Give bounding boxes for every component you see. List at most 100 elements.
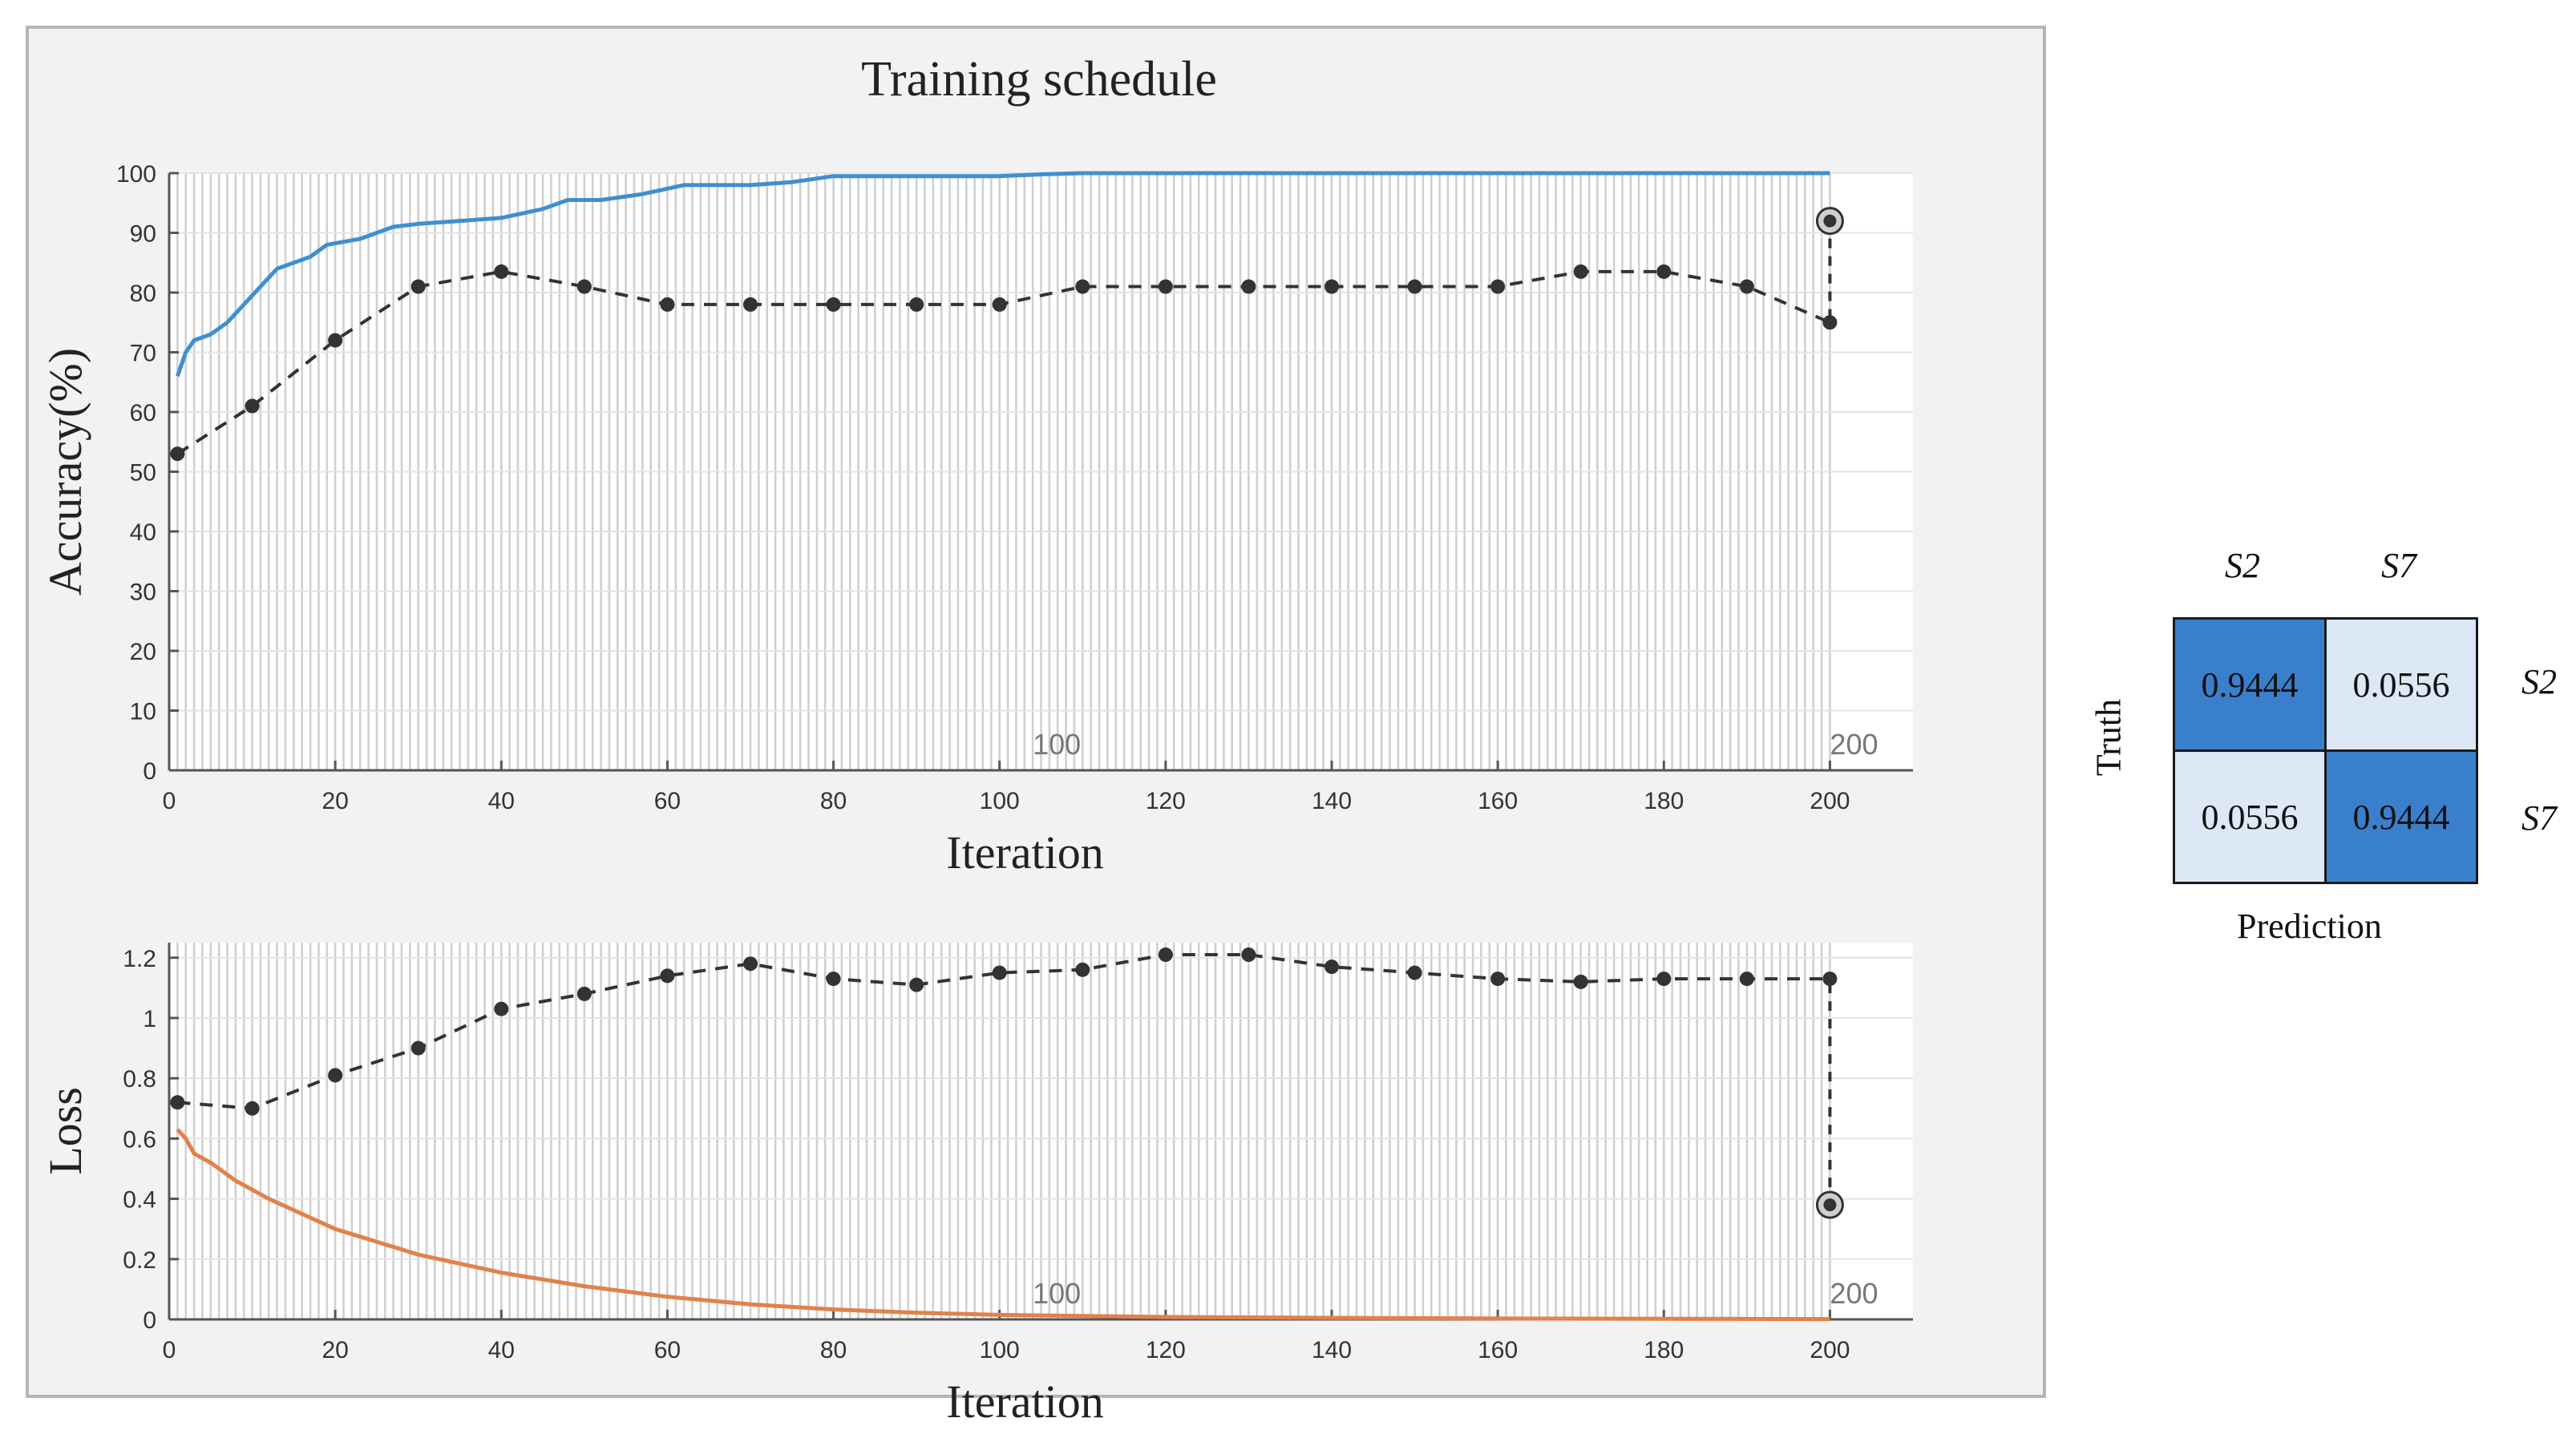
series-point — [170, 446, 185, 462]
series-point — [1324, 279, 1339, 294]
cm-row-label: S7 — [2521, 798, 2557, 838]
y-tick-label: 0.4 — [123, 1187, 156, 1214]
x-axis-label: Iteration — [946, 826, 1103, 879]
series-point — [826, 972, 841, 987]
series-point — [909, 297, 924, 312]
series-point — [1739, 279, 1754, 294]
y-tick-label: 30 — [130, 580, 156, 606]
series-point — [494, 1001, 509, 1016]
series-point — [245, 398, 260, 414]
y-tick-label: 90 — [130, 221, 156, 248]
x-tick-label: 140 — [1312, 1337, 1352, 1363]
series-point — [576, 986, 592, 1001]
x-tick-label: 160 — [1478, 788, 1518, 814]
x-tick-label: 80 — [820, 1337, 847, 1363]
x-tick-label: 60 — [654, 1337, 681, 1363]
series-point — [1158, 279, 1173, 294]
x-tick-label: 40 — [488, 1337, 515, 1363]
cm-prediction-label: Prediction — [2237, 907, 2382, 946]
x-tick-label: 60 — [654, 788, 681, 814]
y-tick-label: 80 — [130, 281, 156, 307]
series-point — [494, 264, 509, 279]
cm-row-label: S2 — [2521, 662, 2557, 701]
cm-cell-1-0: 0.0556 — [2173, 749, 2327, 884]
x-tick-label: 80 — [820, 788, 847, 814]
series-line-0 — [176, 1128, 1830, 1322]
y-tick-label: 40 — [130, 519, 156, 546]
training-schedule-panel: Training schedule 0 20 40 60 80 100 120 140 160 1… — [26, 26, 2046, 1428]
series-point — [410, 279, 426, 294]
series-point — [1241, 947, 1256, 963]
cm-col-label: S2 — [2225, 546, 2260, 585]
series-point — [743, 297, 758, 312]
cm-cell-0-0: 0.9444 — [2173, 617, 2327, 752]
series-point — [1158, 947, 1173, 963]
series-point — [1656, 264, 1672, 279]
series-point — [1075, 962, 1090, 977]
x-tick-label: 140 — [1312, 788, 1352, 814]
series-point — [245, 1101, 260, 1116]
x-tick-label: 20 — [321, 1337, 348, 1363]
cm-cell-0-1: 0.0556 — [2324, 617, 2478, 752]
series-point — [1324, 959, 1339, 975]
y-axis-label: Accuracy(%) — [39, 348, 91, 596]
x-tick-label: 180 — [1644, 1337, 1684, 1363]
series-point — [1490, 279, 1506, 294]
series-point — [1822, 972, 1838, 987]
series-point — [909, 977, 924, 992]
series-point — [1739, 972, 1754, 987]
series-point — [1490, 972, 1506, 987]
y-tick-label: 60 — [130, 400, 156, 426]
x-tick-label: 0 — [163, 788, 176, 814]
y-tick-label: 1 — [143, 1006, 156, 1032]
annotation-label: 100 — [1033, 728, 1081, 761]
confusion-matrix: S2 S7 S2 S7 Truth 0.9444 0.0556 0.0556 0… — [2085, 513, 2566, 962]
series-point — [410, 1040, 426, 1056]
x-tick-label: 160 — [1478, 1337, 1518, 1363]
x-tick-label: 100 — [980, 788, 1020, 814]
series-point — [1407, 965, 1422, 980]
series-point — [1573, 264, 1588, 279]
x-tick-label: 20 — [321, 788, 348, 814]
series-point — [660, 968, 675, 984]
x-tick-label: 200 — [1810, 1337, 1850, 1363]
x-tick-label: 180 — [1644, 788, 1684, 814]
x-tick-label: 120 — [1146, 1337, 1186, 1363]
annotation-label: 200 — [1830, 1277, 1878, 1310]
cm-truth-label: Truth — [2089, 698, 2129, 777]
series-point — [576, 279, 592, 294]
x-tick-label: 0 — [163, 1337, 176, 1363]
accuracy-chart: 0 20 40 60 80 100 120 140 160 180 200 0 10 20 30 40 50 60… — [39, 161, 1913, 879]
final-marker-dot — [1823, 1198, 1837, 1212]
x-tick-label: 200 — [1810, 788, 1850, 814]
series-point — [1822, 315, 1838, 330]
x-tick-label: 120 — [1146, 788, 1186, 814]
y-tick-label: 50 — [130, 460, 156, 487]
series-point — [826, 297, 841, 312]
series-point — [1407, 279, 1422, 294]
x-tick-label: 40 — [488, 788, 515, 814]
y-tick-label: 0 — [143, 758, 156, 785]
series-point — [170, 1095, 185, 1110]
series-point — [992, 965, 1007, 980]
series-line-0 — [176, 171, 1830, 378]
y-tick-label: 70 — [130, 341, 156, 367]
y-tick-label: 0.8 — [123, 1066, 156, 1093]
series-point — [1241, 279, 1256, 294]
y-tick-label: 0 — [143, 1307, 156, 1334]
final-marker-dot — [1823, 214, 1837, 228]
series-point — [328, 333, 343, 348]
cm-col-label: S7 — [2381, 546, 2416, 585]
series-point — [992, 297, 1007, 312]
series-point — [1573, 974, 1588, 989]
y-tick-label: 0.6 — [123, 1126, 156, 1153]
series-point — [660, 297, 675, 312]
y-tick-label: 10 — [130, 699, 156, 725]
series-point — [328, 1068, 343, 1083]
loss-chart: 0 20 40 60 80 100 120 140 160 180 200 0 0.2 0.4 0.6 0.8… — [39, 943, 1913, 1428]
cm-cell-1-1: 0.9444 — [2324, 749, 2478, 884]
y-tick-label: 0.2 — [123, 1247, 156, 1274]
annotation-label: 100 — [1033, 1277, 1081, 1310]
series-point — [743, 956, 758, 972]
x-axis-label: Iteration — [946, 1375, 1103, 1428]
